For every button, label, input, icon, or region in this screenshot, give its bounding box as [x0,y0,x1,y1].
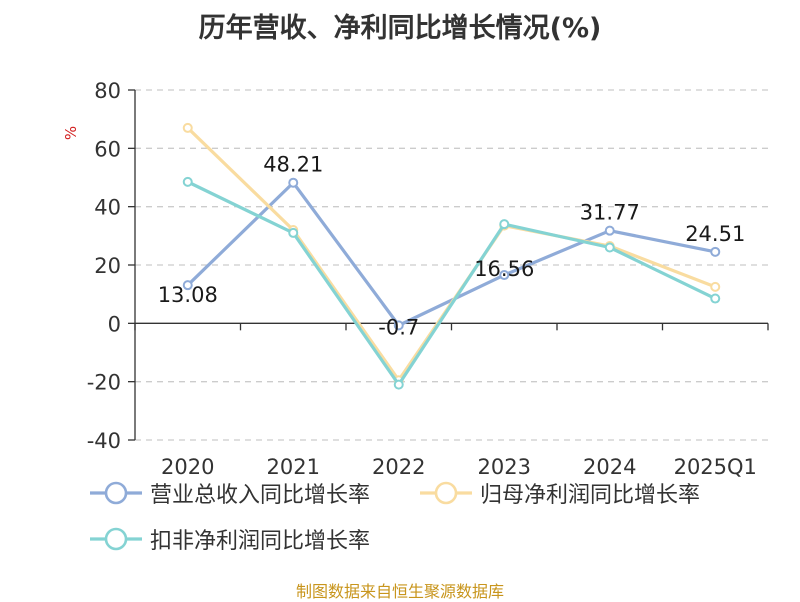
y-tick-label: 60 [94,137,121,161]
data-label: -0.7 [378,315,419,339]
legend-label: 归母净利润同比增长率 [480,483,701,508]
x-tick-label: 2025Q1 [674,455,757,479]
series-2-point [710,281,721,292]
series-1-point [710,246,721,257]
series-3-point [393,379,404,390]
legend-item[interactable]: 归母净利润同比增长率 [418,478,700,508]
x-tick-label: 2024 [583,455,636,479]
x-tick-label: 2020 [161,455,214,479]
legend-label: 扣非净利润同比增长率 [150,529,371,554]
y-tick-label: 80 [94,79,121,103]
series-1-point [499,270,510,281]
source-note: 制图数据来自恒生聚源数据库 [295,582,504,601]
series-layer [182,122,721,390]
legend-item[interactable]: 扣非净利润同比增长率 [88,524,370,554]
series-3-point [288,227,299,238]
series-line-3 [187,180,716,387]
chart-title: 历年营收、净利同比增长情况(%) [198,13,602,44]
series-1-point [393,320,404,331]
legend-marker-icon [420,481,472,505]
axis-layer: -40 -20 0 20 40 60 80 2020 2021 2022 2023 2024 2025Q… [62,79,769,479]
data-label: 31.77 [580,201,640,225]
y-axis-label: % [62,126,80,140]
data-label-layer: 13.08 48.21 -0.7 16.56 31.77 24.51 [158,153,746,340]
series-3-point [604,242,615,253]
series-3-point [499,219,510,230]
x-tick-label: 2022 [372,455,425,479]
y-tick-label: -40 [87,429,121,453]
series-2-point [182,122,193,133]
y-tick-label: 20 [94,254,121,278]
series-1-point [604,225,615,236]
legend-item[interactable]: 营业总收入同比增长率 [88,478,370,508]
data-label: 13.08 [158,283,218,307]
data-label: 16.56 [474,257,534,281]
series-1-point [182,280,193,291]
grid-layer [135,89,768,441]
legend-marker-icon [90,527,142,551]
x-tick-label: 2023 [478,455,531,479]
y-tick-label: -20 [87,371,121,395]
legend-label: 营业总收入同比增长率 [150,483,371,508]
y-tick-label: 40 [94,196,121,220]
series-1-point [288,177,299,188]
series-3-point [710,293,721,304]
y-tick-label: 0 [108,312,121,336]
data-label: 48.21 [263,153,323,177]
x-tick-label: 2021 [267,455,320,479]
series-3-point [182,176,193,187]
legend-marker-icon [90,481,142,505]
data-label: 24.51 [685,222,745,246]
